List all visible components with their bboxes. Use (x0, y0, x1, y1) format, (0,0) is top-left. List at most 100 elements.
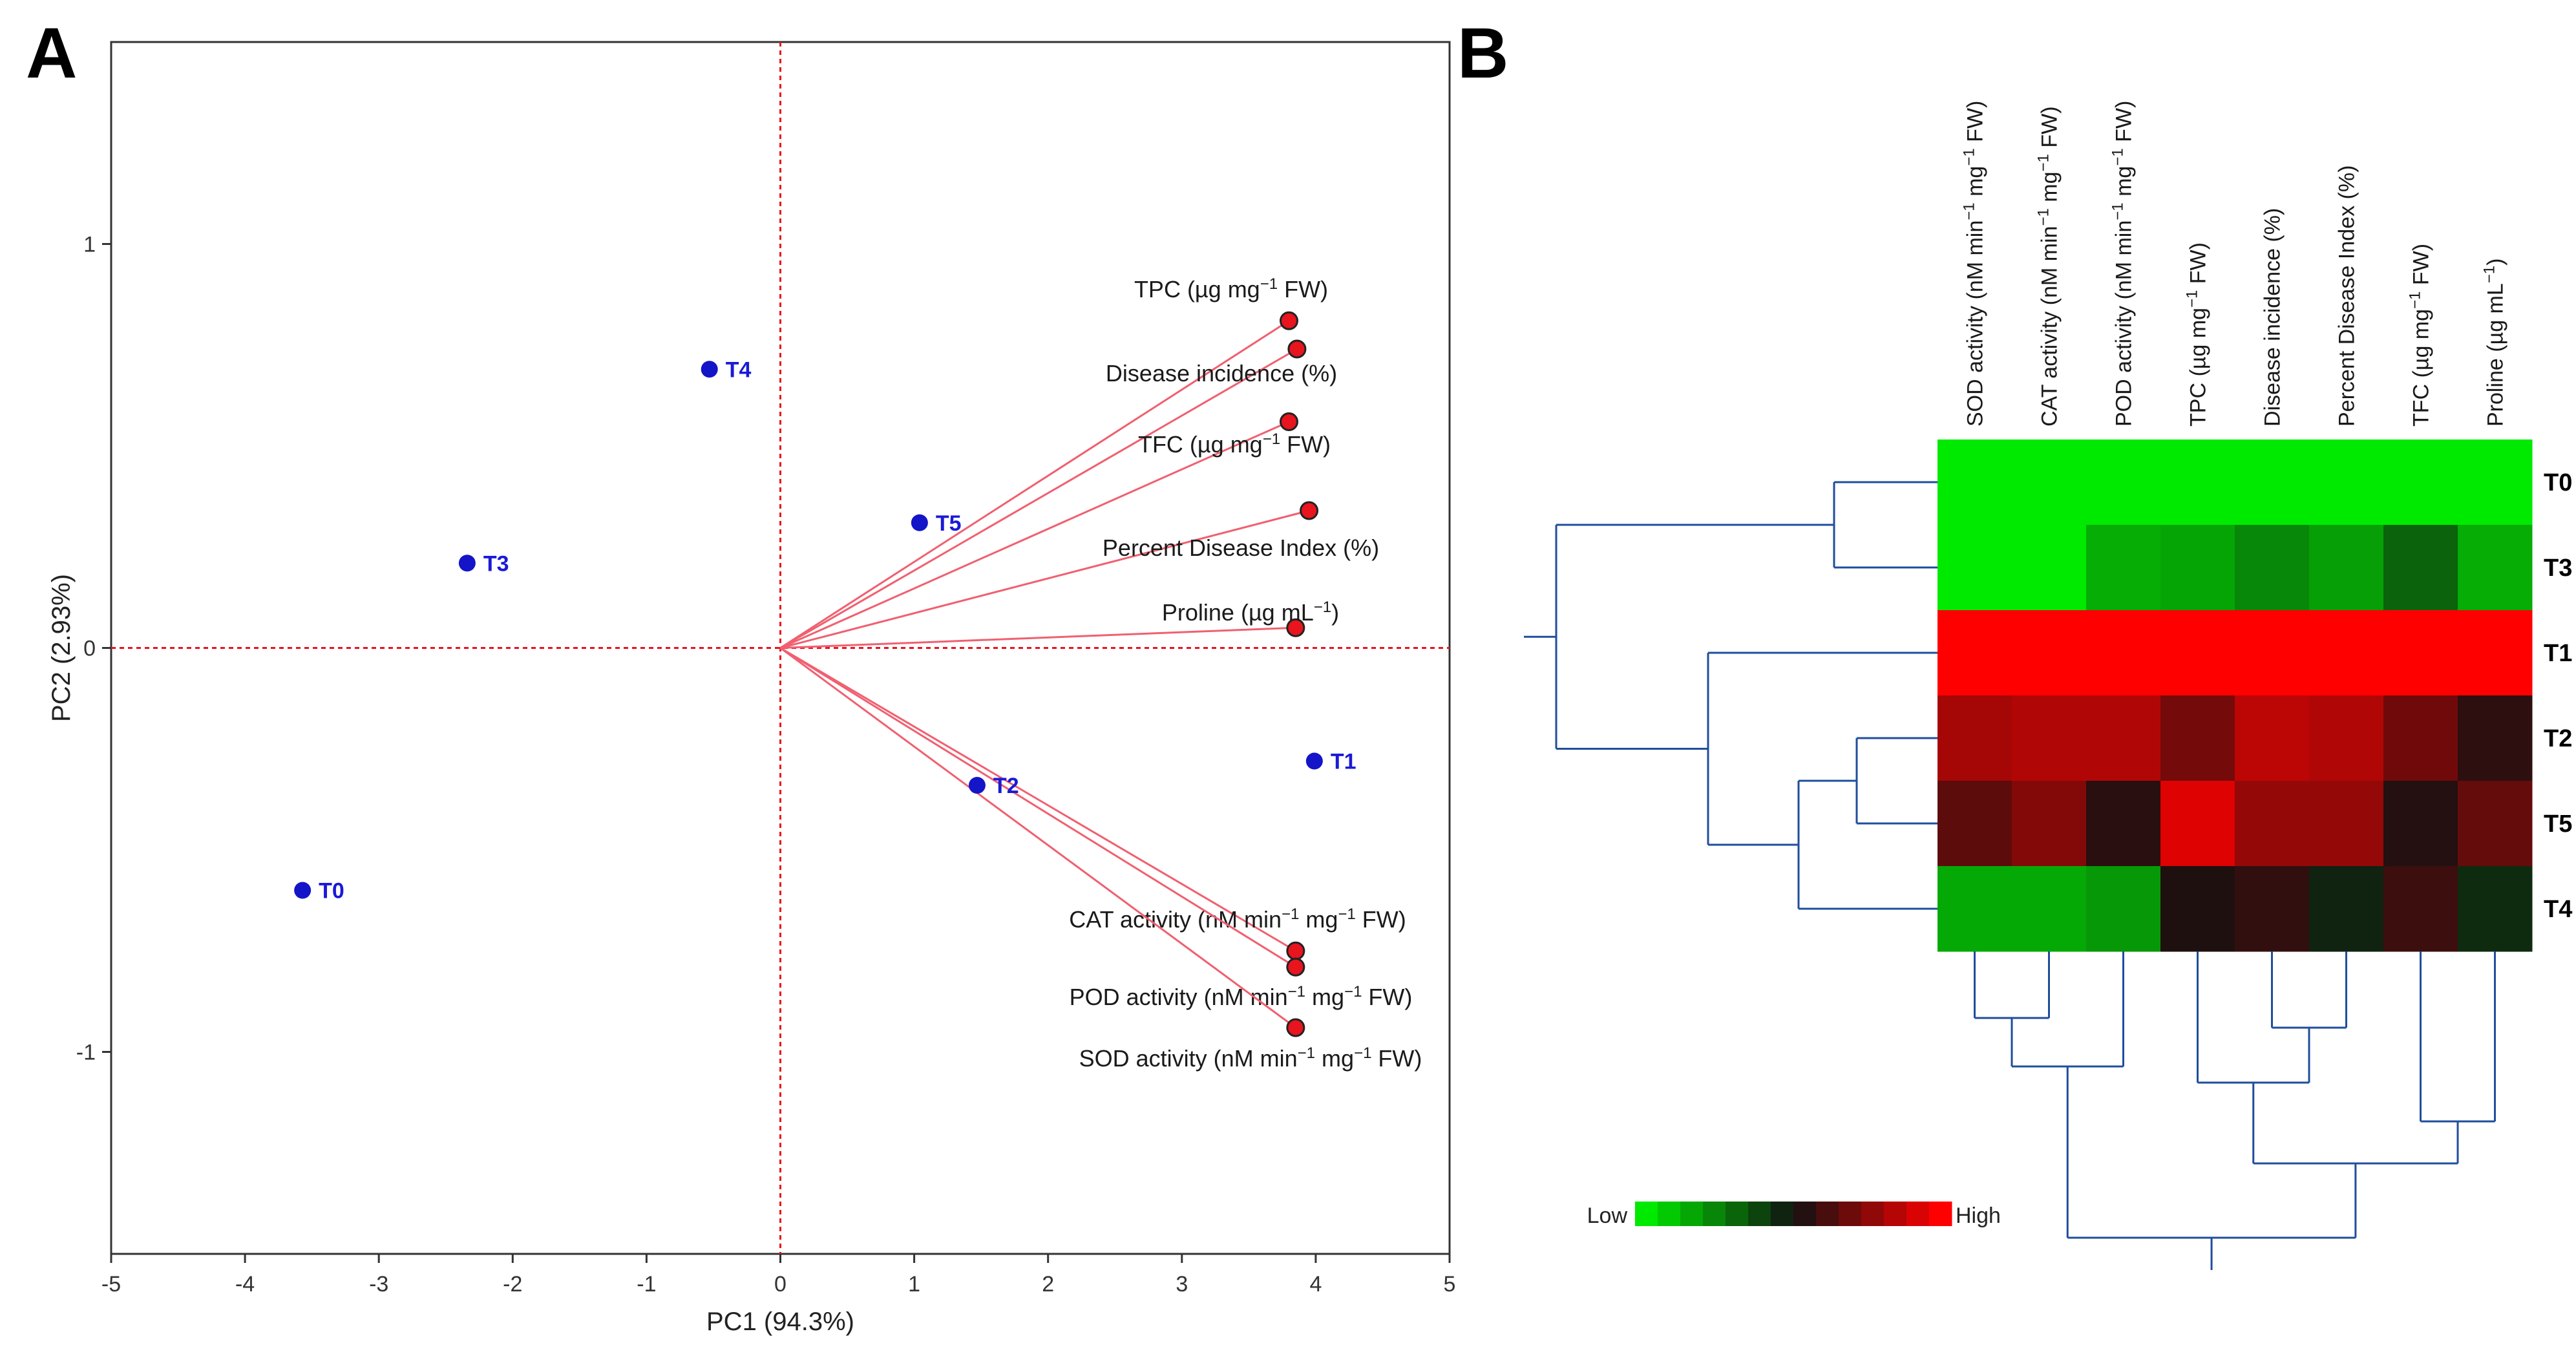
y-tick-label: 0 (83, 637, 96, 661)
heatmap-cell (2235, 525, 2310, 611)
heatmap-cell (2383, 525, 2458, 611)
variable-label: TPC (µg mg−1 FW) (1134, 275, 1328, 303)
loading-point (1286, 941, 1305, 960)
legend-swatch (1793, 1202, 1817, 1226)
observation-point (968, 777, 986, 794)
heatmap-cell (2086, 440, 2161, 525)
legend-swatch (1839, 1202, 1862, 1226)
observation-label: T0 (319, 879, 344, 904)
heatmap-cell (2458, 525, 2533, 611)
column-label: Percent Disease Index (%) (2335, 165, 2360, 427)
heatmap-cell (2086, 781, 2161, 867)
variable-label: SOD activity (nM min−1 mg−1 FW) (1079, 1044, 1422, 1072)
heatmap-cell (2012, 525, 2087, 611)
heatmap-cell (1937, 440, 2012, 525)
x-tick-label: -2 (503, 1272, 522, 1297)
heatmap-cell (2086, 525, 2161, 611)
legend-swatch (1635, 1202, 1658, 1226)
observation-label: T1 (1331, 750, 1357, 774)
x-tick-label: 0 (774, 1272, 787, 1297)
heatmap-cell (2309, 610, 2384, 696)
observation-point (701, 361, 718, 378)
row-label: T2 (2544, 725, 2572, 752)
x-tick-label: 4 (1309, 1272, 1322, 1297)
pca-biplot: -5 -4 -3 -2 -1 0 1 2 3 4 5 -1 0 1 PC1 (94.3%) PC2 (2.93… (47, 41, 1456, 1336)
variable-label: POD activity (nM min−1 mg−1 FW) (1070, 983, 1413, 1011)
heatmap-cell (2309, 440, 2384, 525)
heatmap-cell (2458, 440, 2533, 525)
heatmap-cell (2235, 695, 2310, 781)
legend-swatch (1726, 1202, 1749, 1226)
heatmap-cell (2012, 781, 2087, 867)
heatmap-cell (2235, 781, 2310, 867)
heatmap-cell (2086, 610, 2161, 696)
heatmap-cell (2383, 781, 2458, 867)
heatmap-cell (2383, 866, 2458, 952)
heatmap-cell (2160, 440, 2235, 525)
heatmap-cell (2309, 525, 2384, 611)
heatmap-cell (1937, 866, 2012, 952)
observation-point (911, 514, 928, 531)
observation-label: T5 (936, 511, 962, 536)
legend-swatch (1906, 1202, 1930, 1226)
observation-point (294, 882, 311, 899)
legend-high-label: High (1956, 1203, 2001, 1228)
x-tick-label: 3 (1176, 1272, 1188, 1297)
loading-arrow (779, 647, 1296, 952)
x-axis-title: PC1 (94.3%) (706, 1308, 854, 1336)
observation-point (458, 555, 476, 572)
heatmap-cell (2235, 866, 2310, 952)
column-label: CAT activity (nM min−1 mg−1 FW) (2034, 106, 2062, 427)
heatmap-cell (2383, 440, 2458, 525)
observation-label: T3 (483, 551, 509, 576)
y-tick-label: -1 (76, 1041, 96, 1065)
x-tick-label: 1 (908, 1272, 920, 1297)
loading-point (1287, 339, 1307, 359)
heatmap-cell (2458, 695, 2533, 781)
panel-label-a: A (26, 14, 77, 93)
legend-swatch (1929, 1202, 1952, 1226)
row-label: T4 (2544, 896, 2572, 923)
heatmap-cell (2309, 781, 2384, 867)
loading-arrow (779, 647, 1296, 1029)
legend-low-label: Low (1587, 1203, 1628, 1228)
heatmap: T0 T3 T1 T2 T5 T4 SOD activity (nM min−1 mg−1 … (1524, 101, 2572, 1270)
legend-swatch (1861, 1202, 1884, 1226)
loading-arrow (779, 647, 1296, 968)
variable-label: Disease incidence (%) (1106, 360, 1337, 387)
loading-point (1286, 957, 1305, 977)
heatmap-cell (2235, 610, 2310, 696)
column-label: TPC (µg mg−1 FW) (2183, 242, 2211, 427)
heatmap-cell (2160, 610, 2235, 696)
observation-point (1305, 752, 1323, 770)
variable-label: Proline (µg mL−1) (1162, 599, 1339, 626)
heatmap-cell (2458, 610, 2533, 696)
loading-point (1300, 501, 1319, 520)
loading-point (1286, 618, 1305, 637)
heatmap-cell (2309, 695, 2384, 781)
row-label: T0 (2544, 469, 2572, 496)
x-tick-label: 5 (1444, 1272, 1456, 1297)
heatmap-cell (2235, 440, 2310, 525)
heatmap-cell (2309, 866, 2384, 952)
legend-swatch (1771, 1202, 1794, 1226)
legend-swatch (1816, 1202, 1839, 1226)
heatmap-cell (1937, 695, 2012, 781)
heatmap-cell (2160, 695, 2235, 781)
heatmap-cell (2160, 781, 2235, 867)
loading-point (1279, 412, 1298, 431)
heatmap-cell (2458, 781, 2533, 867)
panel-label-b: B (1457, 14, 1508, 93)
variable-label: TFC (µg mg−1 FW) (1138, 430, 1331, 458)
heatmap-cell (2383, 610, 2458, 696)
variable-label: Percent Disease Index (%) (1103, 535, 1379, 561)
variable-label: CAT activity (nM min−1 mg−1 FW) (1069, 906, 1406, 933)
column-label: Proline (µg mL−1) (2480, 259, 2508, 427)
column-label: TFC (µg mg−1 FW) (2406, 244, 2434, 427)
loading-arrow (779, 348, 1298, 649)
column-label: Disease incidence (%) (2261, 208, 2285, 427)
loading-point (1279, 311, 1298, 330)
legend-swatch (1884, 1202, 1907, 1226)
x-tick-label: -5 (101, 1272, 121, 1297)
